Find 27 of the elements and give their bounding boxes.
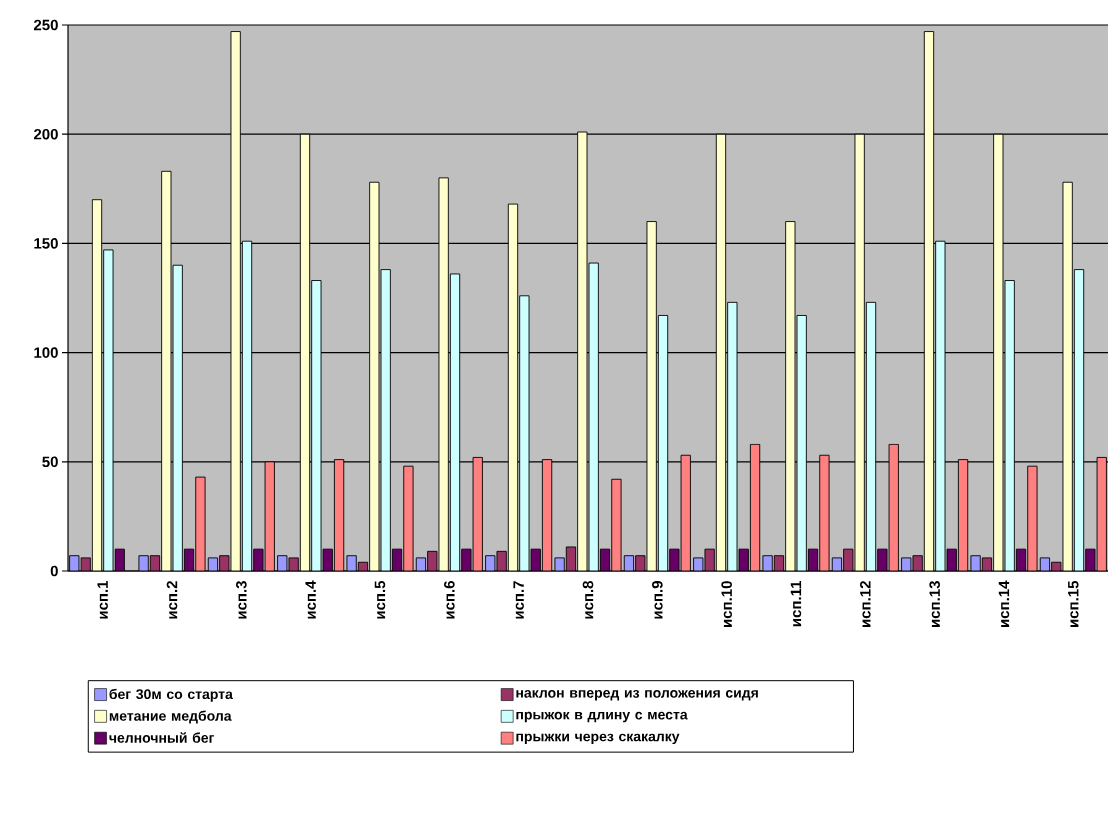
x-tick-label: исп.15 (1068, 580, 1079, 627)
x-tick-label: исп.10 (721, 581, 732, 627)
y-tick-label: 100 (34, 347, 58, 358)
x-tick-label: исп.1 (97, 580, 108, 619)
legend-label: метание медбола (109, 710, 232, 724)
x-tick-label: исп.5 (374, 580, 386, 619)
legend-label: прыжок в длину с места (516, 711, 688, 723)
x-tick-label: исп.9 (652, 581, 663, 619)
y-tick-label: 0 (50, 565, 58, 577)
y-tick-label: 50 (42, 456, 58, 468)
x-tick-label: исп.2 (166, 581, 178, 619)
y-tick-label: 200 (33, 128, 58, 140)
y-tick-label: 150 (34, 238, 58, 249)
x-tick-label: исп.4 (305, 580, 316, 619)
x-tick-label: исп.11 (790, 580, 802, 627)
legend-label: прыжки через скакалку (516, 733, 680, 745)
legend-label: челночный бег (109, 732, 215, 743)
legend-label: бег 30м со старта (109, 688, 233, 702)
x-tick-label: исп.12 (860, 581, 871, 627)
x-tick-label: исп.13 (929, 581, 940, 627)
y-tick-label: 250 (33, 19, 58, 31)
x-tick-label: исп.3 (236, 581, 247, 619)
legend-label: наклон вперед из положения сидя (516, 690, 758, 701)
x-tick-label: исп.8 (582, 580, 594, 619)
x-tick-label: исп.14 (998, 580, 1010, 627)
x-tick-label: исп.6 (444, 581, 455, 619)
x-tick-label: исп.7 (513, 581, 524, 619)
